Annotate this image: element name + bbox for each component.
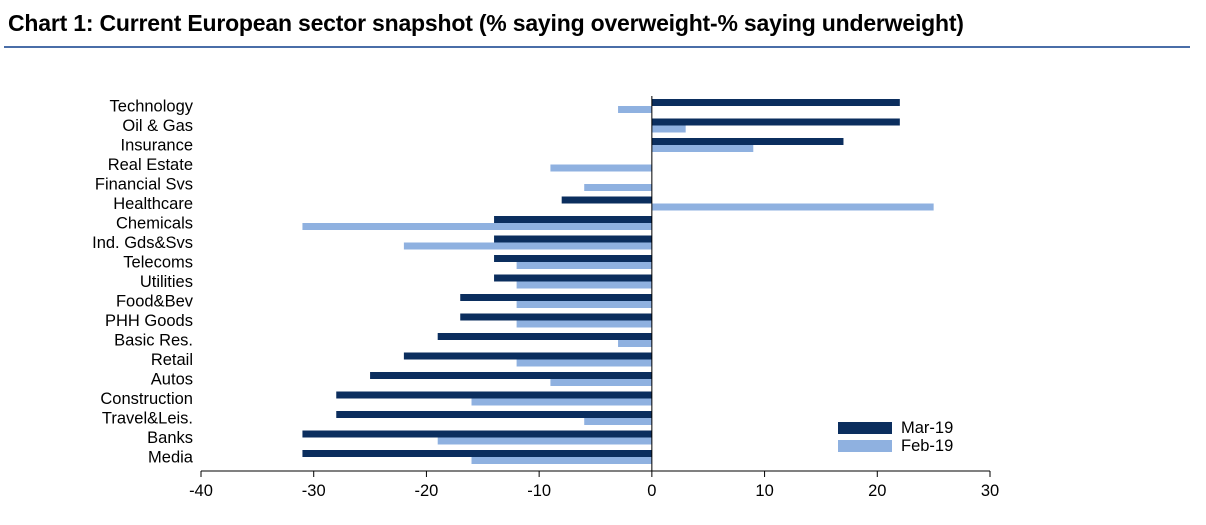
category-label-16: Travel&Leis. (102, 410, 193, 428)
category-label-5: Healthcare (113, 195, 193, 213)
bar-feb19-10 (516, 301, 652, 308)
x-tick-label-4: 0 (647, 482, 656, 500)
bar-feb19-16 (584, 418, 652, 425)
x-tick-label-7: 30 (981, 482, 999, 500)
bar-feb19-2 (651, 145, 754, 152)
x-tick-label-5: 10 (755, 482, 773, 500)
bar-feb19-14 (550, 379, 652, 386)
category-label-14: Autos (151, 371, 193, 389)
bar-feb19-12 (618, 340, 652, 347)
category-label-15: Construction (100, 390, 193, 408)
bar-mar19-8 (494, 255, 652, 262)
bar-mar19-16 (336, 411, 652, 418)
bar-feb19-13 (516, 359, 652, 367)
category-label-4: Financial Svs (95, 176, 193, 194)
bar-mar19-7 (494, 235, 652, 243)
chart-title: Chart 1: Current European sector snapsho… (8, 10, 964, 36)
bar-feb19-6 (302, 223, 652, 230)
bar-mar19-11 (460, 313, 652, 321)
bar-mar19-0 (651, 99, 900, 106)
x-tick-label-3: -10 (527, 482, 551, 500)
bar-feb19-11 (516, 320, 652, 328)
bar-mar19-14 (370, 372, 652, 379)
bar-mar19-6 (494, 216, 652, 223)
category-label-9: Utilities (140, 273, 193, 291)
bar-feb19-0 (618, 106, 652, 113)
bar-mar19-5 (561, 196, 652, 204)
bar-mar19-10 (460, 294, 652, 301)
bar-feb19-18 (471, 457, 652, 464)
x-tick-label-2: -20 (414, 482, 438, 500)
bar-mar19-2 (651, 138, 844, 145)
category-label-12: Basic Res. (114, 332, 193, 350)
category-label-6: Chemicals (116, 215, 193, 233)
bar-feb19-8 (516, 262, 652, 269)
category-label-17: Banks (147, 429, 193, 447)
x-tick-label-1: -30 (302, 482, 326, 500)
bars-group (302, 99, 934, 464)
category-label-7: Ind. Gds&Svs (92, 234, 193, 252)
bar-mar19-18 (302, 450, 652, 457)
category-label-13: Retail (151, 351, 193, 369)
category-label-3: Real Estate (108, 156, 193, 174)
bar-mar19-9 (494, 274, 652, 282)
bar-feb19-9 (516, 281, 652, 289)
bar-feb19-4 (584, 184, 652, 191)
legend-swatch-mar19 (838, 422, 892, 434)
bar-mar19-13 (403, 352, 652, 360)
category-label-0: Technology (110, 98, 194, 116)
x-tick-label-6: 20 (868, 482, 886, 500)
category-label-1: Oil & Gas (122, 117, 193, 135)
category-label-10: Food&Bev (116, 293, 194, 311)
legend-swatch-feb19 (838, 440, 892, 452)
title-divider (4, 46, 1190, 48)
bar-feb19-3 (550, 164, 652, 172)
legend-label-mar19: Mar-19 (901, 419, 953, 437)
bar-feb19-5 (651, 203, 934, 211)
bar-feb19-1 (651, 125, 686, 133)
legend-label-feb19: Feb-19 (901, 437, 953, 455)
bar-mar19-12 (437, 333, 652, 340)
category-label-18: Media (148, 449, 194, 467)
category-label-8: Telecoms (123, 254, 193, 272)
bar-mar19-17 (302, 430, 652, 438)
bar-feb19-7 (403, 242, 652, 250)
x-tick-label-0: -40 (189, 482, 213, 500)
bar-feb19-17 (437, 437, 652, 445)
bar-mar19-1 (651, 118, 900, 126)
category-label-11: PHH Goods (105, 312, 193, 330)
axes: -40 -30 -20 -10 0 10 20 30 (189, 96, 999, 500)
category-label-2: Insurance (121, 137, 193, 155)
bar-feb19-15 (471, 398, 652, 406)
bar-mar19-15 (336, 391, 652, 399)
